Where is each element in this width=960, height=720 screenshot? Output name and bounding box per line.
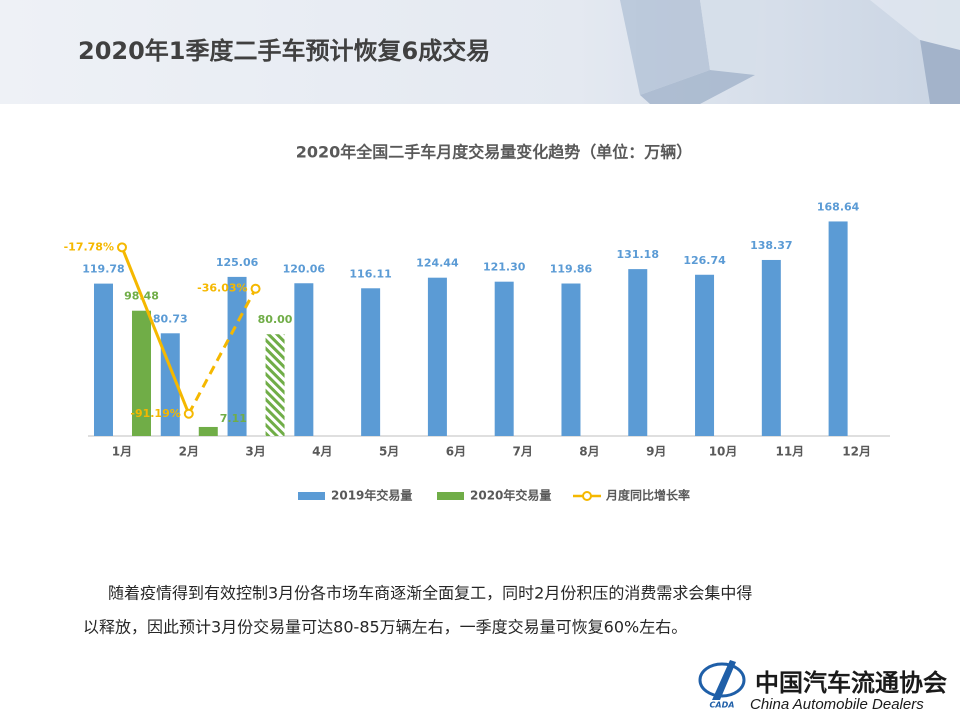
plot: 1月 2月 3月 4月 5月 6月 7月 8月 9月 10月 11月 12月 119.78 80.73 12… <box>64 200 871 502</box>
bar <box>198 426 218 436</box>
legend-label: 2019年交易量 <box>331 488 412 503</box>
data-label: 124.44 <box>416 257 459 270</box>
line-marker <box>250 283 261 294</box>
header-band <box>0 0 960 104</box>
org-name: 中国汽车流通协会 <box>755 669 947 697</box>
legend-swatch <box>437 492 464 500</box>
data-label: 80.73 <box>153 312 188 325</box>
data-label: 120.06 <box>283 262 326 275</box>
line-marker <box>116 242 127 253</box>
org-name-en: China Automobile Dealers <box>750 696 924 713</box>
legend-swatch <box>298 492 325 500</box>
legend-swatch <box>582 491 592 501</box>
header-image <box>620 0 960 104</box>
bar <box>427 277 447 436</box>
data-label: -91.19% <box>130 407 180 420</box>
bar <box>628 269 648 436</box>
data-label: 80.00 <box>258 313 293 326</box>
logo-text: CADA <box>710 701 735 710</box>
x-tick-label: 12月 <box>842 445 871 459</box>
chart-title: 2020年全国二手车月度交易量变化趋势（单位：万辆） <box>296 143 693 162</box>
legend-label: 2020年交易量 <box>470 488 551 503</box>
line-marker <box>183 408 194 419</box>
bar <box>265 334 285 436</box>
data-label: 119.86 <box>550 263 593 276</box>
bar <box>294 283 314 436</box>
bar <box>361 288 381 436</box>
data-label: 168.64 <box>817 200 860 213</box>
data-label: 116.11 <box>349 267 391 280</box>
body-line: 以释放，因此预计3月份交易量可达80-85万辆左右，一季度交易量可恢复60%左右… <box>83 618 687 637</box>
data-label: 7.11 <box>220 412 247 425</box>
bar <box>93 283 113 436</box>
slide-title: 2020年1季度二手车预计恢复6成交易 <box>78 37 490 65</box>
data-label: 131.18 <box>617 248 659 261</box>
x-tick-label: 8月 <box>579 445 599 459</box>
x-tick-label: 3月 <box>245 445 265 459</box>
x-tick-label: 1月 <box>112 445 132 459</box>
data-label: 119.78 <box>82 263 124 276</box>
data-label: -36.03% <box>197 282 247 295</box>
data-label: 126.74 <box>683 254 726 267</box>
body-line: 随着疫情得到有效控制3月份各市场车商逐渐全面复工，同时2月份积压的消费需求会集中… <box>108 584 752 603</box>
x-tick-label: 10月 <box>709 445 738 459</box>
x-tick-label: 2月 <box>179 445 199 459</box>
logo: CADA <box>698 660 746 710</box>
data-label: 138.37 <box>750 239 792 252</box>
legend-label: 月度同比增长率 <box>605 488 690 503</box>
bar <box>131 310 151 436</box>
x-tick-label: 5月 <box>379 445 399 459</box>
line <box>120 246 191 415</box>
x-tick-label: 4月 <box>312 445 332 459</box>
x-tick-label: 7月 <box>513 445 533 459</box>
bar <box>494 281 514 436</box>
data-label: 125.06 <box>216 256 259 269</box>
line <box>187 287 257 415</box>
data-label: 121.30 <box>483 261 526 274</box>
x-tick-label: 6月 <box>446 445 466 459</box>
bar <box>828 221 848 436</box>
data-label: -17.78% <box>64 240 114 253</box>
x-tick-label: 11月 <box>775 445 804 459</box>
bar <box>695 274 715 436</box>
bar <box>761 259 781 436</box>
x-tick-label: 9月 <box>646 445 666 459</box>
bar <box>561 283 581 436</box>
